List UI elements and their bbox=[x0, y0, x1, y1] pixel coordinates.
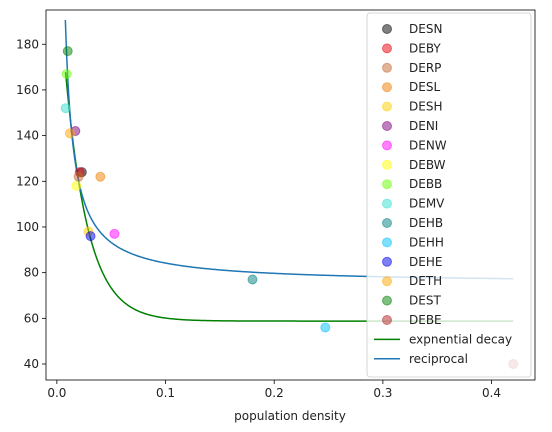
legend-label-deby: DEBY bbox=[409, 41, 441, 55]
legend-label-dehh: DEHH bbox=[409, 235, 444, 249]
legend-label-dehb: DEHB bbox=[409, 216, 443, 230]
y-tick-label: 180 bbox=[16, 37, 39, 51]
legend-marker-desn bbox=[382, 24, 392, 34]
x-tick-label: 0.3 bbox=[373, 386, 392, 400]
legend-box bbox=[366, 12, 532, 378]
legend-label-desn: DESN bbox=[409, 22, 442, 36]
point-desl bbox=[95, 171, 106, 182]
legend-label-dest: DEST bbox=[409, 294, 441, 308]
y-tick-label: 100 bbox=[16, 220, 39, 234]
y-tick-label: 40 bbox=[24, 357, 39, 371]
legend-label-reciprocal: reciprocal bbox=[409, 352, 468, 366]
y-axis-ticks: 40 60 80 100 120 140 160 180 bbox=[16, 37, 46, 371]
point-debb bbox=[61, 68, 72, 79]
legend: DESN DEBY DERP DESL DESH DENI DENW DEBW DEBB DEMV… bbox=[366, 12, 532, 378]
legend-label-desl: DESL bbox=[409, 80, 440, 94]
y-tick-label: 80 bbox=[24, 266, 39, 280]
point-deth bbox=[64, 128, 75, 139]
legend-marker-dest bbox=[382, 295, 392, 306]
scatter-points bbox=[60, 46, 519, 370]
legend-marker-dehb bbox=[382, 218, 392, 228]
legend-label-expnential-decay: expnential decay bbox=[409, 332, 512, 346]
legend-label-demv: DEMV bbox=[409, 197, 445, 211]
y-tick-label: 160 bbox=[16, 83, 39, 97]
legend-label-desh: DESH bbox=[409, 100, 442, 114]
x-axis-label: population density bbox=[234, 409, 346, 423]
y-tick-label: 60 bbox=[24, 311, 39, 325]
point-dehb bbox=[247, 274, 258, 285]
point-dest bbox=[62, 46, 73, 57]
legend-label-deni: DENI bbox=[409, 119, 438, 133]
legend-label-denw: DENW bbox=[409, 138, 447, 152]
legend-marker-dehe bbox=[382, 256, 392, 267]
legend-marker-desh bbox=[382, 101, 392, 112]
legend-label-debe: DEBE bbox=[409, 313, 442, 327]
point-derp bbox=[73, 171, 84, 182]
legend-marker-deth bbox=[382, 276, 392, 287]
legend-label-dehe: DEHE bbox=[409, 255, 442, 269]
point-dehe bbox=[85, 231, 96, 242]
point-debw bbox=[71, 180, 82, 191]
point-denw bbox=[109, 228, 120, 239]
legend-marker-deni bbox=[382, 121, 392, 131]
plot-frame bbox=[45, 9, 536, 381]
x-tick-label: 0.4 bbox=[482, 386, 501, 400]
legend-marker-dehh bbox=[382, 237, 392, 248]
legend-marker-derp bbox=[382, 62, 392, 73]
legend-label-debb: DEBB bbox=[409, 177, 442, 191]
legend-label-debw: DEBW bbox=[409, 158, 446, 172]
legend-marker-debw bbox=[382, 159, 392, 170]
point-dehh bbox=[320, 322, 331, 333]
x-tick-label: 0.0 bbox=[47, 386, 66, 400]
legend-label-derp: DERP bbox=[409, 61, 441, 75]
legend-marker-desl bbox=[382, 82, 392, 93]
x-tick-label: 0.1 bbox=[156, 386, 175, 400]
legend-marker-debb bbox=[382, 179, 392, 190]
y-tick-label: 120 bbox=[16, 174, 39, 188]
point-demv bbox=[60, 103, 71, 114]
x-axis-ticks: 0.0 0.1 0.2 0.3 0.4 bbox=[47, 380, 501, 400]
legend-label-deth: DETH bbox=[409, 274, 442, 288]
y-tick-label: 140 bbox=[16, 129, 39, 143]
legend-marker-denw bbox=[382, 140, 392, 151]
legend-marker-demv bbox=[382, 198, 392, 209]
legend-marker-debe bbox=[382, 315, 392, 325]
x-tick-label: 0.2 bbox=[265, 386, 284, 400]
legend-marker-deby bbox=[382, 43, 392, 54]
